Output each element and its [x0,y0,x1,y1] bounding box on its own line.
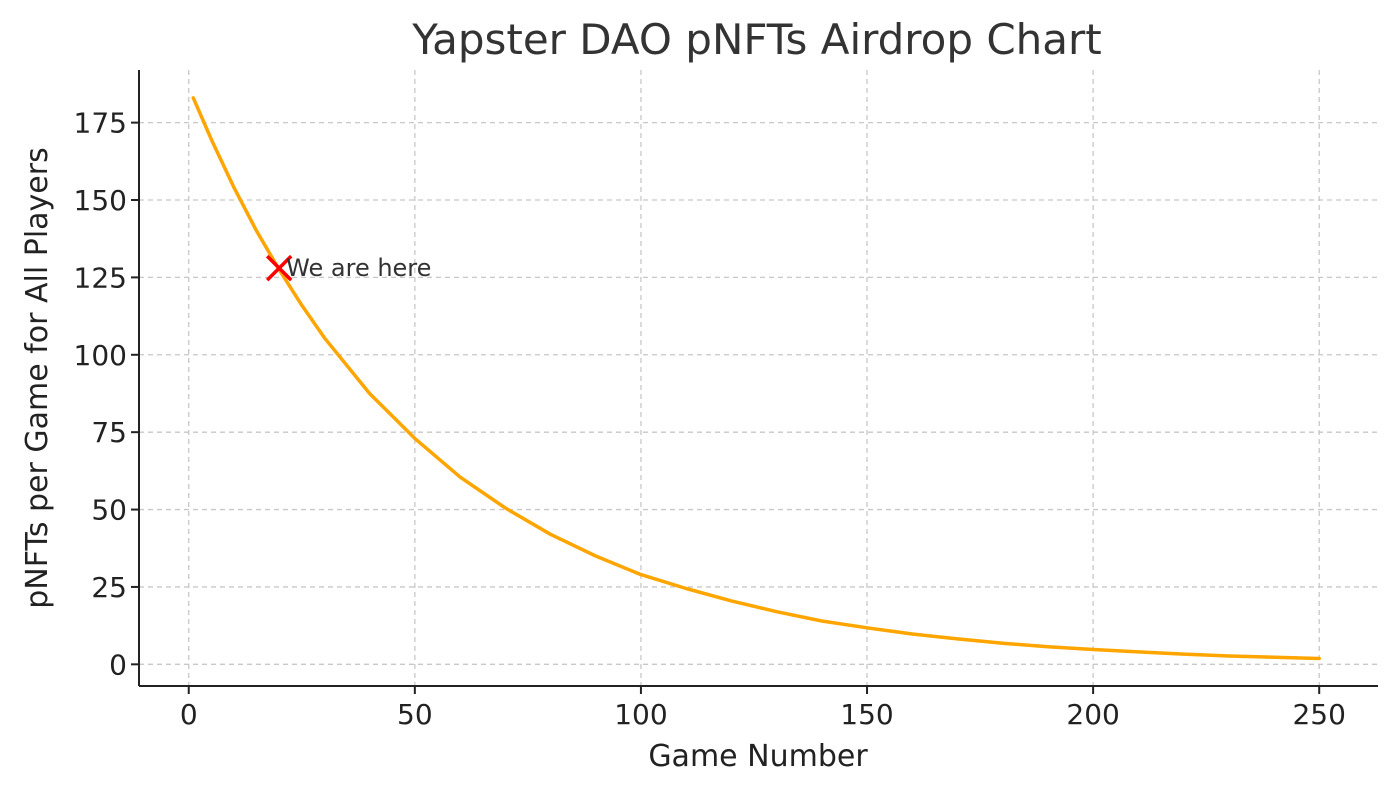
x-tick-label: 100 [614,698,667,731]
y-tick-label: 175 [74,107,127,140]
x-tick-label: 50 [397,698,433,731]
y-tick-label: 125 [74,261,127,294]
series-line-0 [191,96,1321,661]
axis-ticks: 0 50 100 150 200 250 0 25 50 75 100 125 150 175 [74,107,1346,731]
y-axis-label: pNFTs per Game for All Players [20,147,55,608]
axes-spines [138,70,1378,687]
annotation-layer: We are here [265,254,431,282]
y-tick-label: 150 [74,184,127,217]
x-tick-label: 150 [840,698,893,731]
y-tick-label: 0 [109,648,127,681]
x-tick-label: 250 [1292,698,1345,731]
annotation-label: We are here [286,254,431,282]
y-tick-label: 75 [91,416,127,449]
here-marker [265,254,293,282]
y-tick-label: 100 [74,339,127,372]
here-marker-stroke [265,254,293,282]
y-tick-label: 50 [91,494,127,527]
chart-title: Yapster DAO pNFTs Airdrop Chart [411,15,1102,64]
series-layer [191,96,1321,661]
x-axis-label: Game Number [648,739,868,774]
x-tick-label: 0 [180,698,198,731]
y-tick-label: 25 [91,571,127,604]
grid-lines [139,70,1378,686]
x-tick-label: 200 [1066,698,1119,731]
